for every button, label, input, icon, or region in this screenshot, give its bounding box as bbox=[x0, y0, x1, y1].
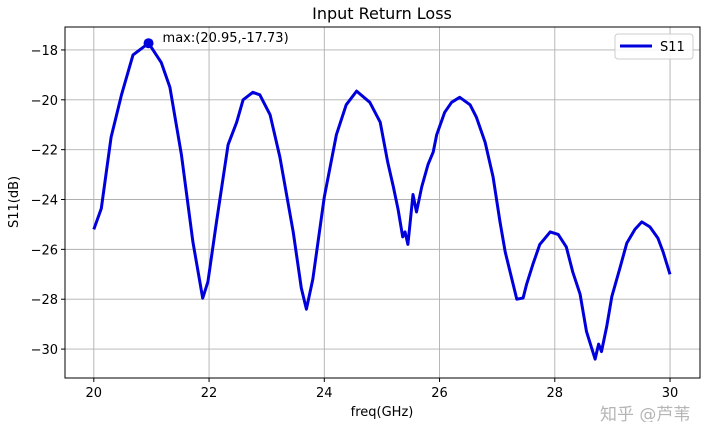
y-tick-label: −28 bbox=[31, 293, 58, 308]
x-tick-label: 22 bbox=[201, 386, 218, 401]
x-tick-label: 24 bbox=[316, 386, 333, 401]
y-tick-label: −20 bbox=[31, 94, 58, 109]
y-axis-ticks: −30 −28 −26 −24 −22 −20 −18 bbox=[31, 44, 65, 358]
plot-frame bbox=[64, 26, 701, 379]
legend: S11 bbox=[614, 33, 694, 60]
x-tick-label: 28 bbox=[547, 386, 564, 401]
series-layer bbox=[92, 38, 672, 361]
max-marker bbox=[143, 38, 154, 49]
y-tick-label: −22 bbox=[31, 144, 58, 159]
y-tick-label: −26 bbox=[31, 243, 58, 258]
max-annotation: max:(20.95,-17.73) bbox=[163, 31, 289, 46]
x-axis-label: freq(GHz) bbox=[351, 405, 414, 420]
legend-label-s11: S11 bbox=[660, 40, 685, 55]
y-axis-label: S11(dB) bbox=[7, 176, 22, 228]
chart-title: Input Return Loss bbox=[312, 4, 452, 23]
grid bbox=[65, 27, 700, 378]
legend-box bbox=[614, 33, 694, 60]
y-tick-label: −18 bbox=[31, 44, 58, 59]
x-tick-label: 20 bbox=[86, 386, 103, 401]
y-tick-label: −24 bbox=[31, 194, 58, 209]
x-tick-label: 26 bbox=[431, 386, 448, 401]
watermark: 知乎 @芦苇 bbox=[600, 405, 690, 422]
x-axis-ticks: 20 22 24 26 28 30 bbox=[86, 378, 679, 401]
y-tick-label: −30 bbox=[31, 343, 58, 358]
x-tick-label: 30 bbox=[662, 386, 679, 401]
series-line-s11 bbox=[92, 41, 672, 361]
